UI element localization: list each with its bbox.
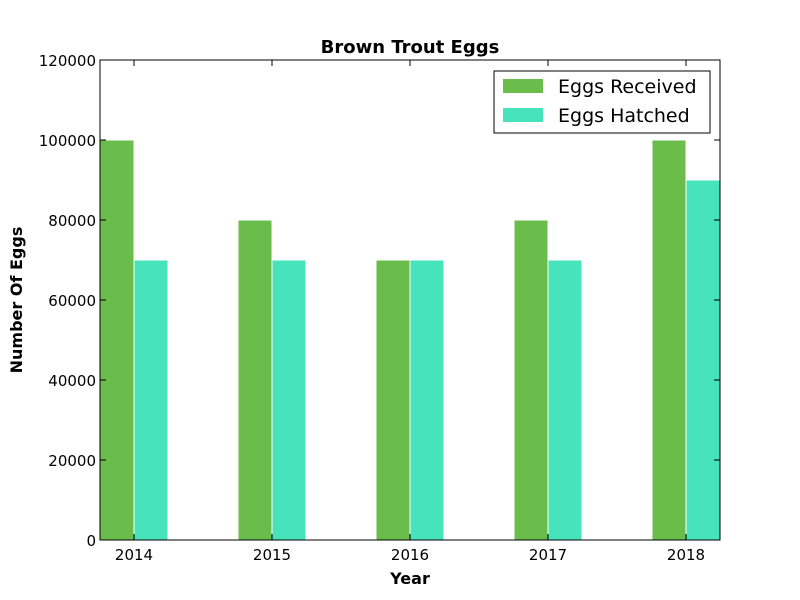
x-axis-label: Year — [389, 569, 430, 588]
y-axis-label: Number Of Eggs — [7, 227, 26, 374]
legend-label: Eggs Hatched — [558, 105, 690, 127]
bar-eggs-hatched-2015 — [271, 259, 307, 541]
y-tick-label: 0 — [86, 532, 96, 550]
y-tick-label: 60000 — [48, 292, 96, 310]
legend-label: Eggs Received — [558, 76, 697, 98]
x-tick-label: 2018 — [667, 546, 705, 564]
y-tick-label: 20000 — [48, 452, 96, 470]
legend-swatch-eggs-received — [503, 79, 543, 93]
bar-eggs-received-2018 — [651, 139, 687, 541]
legend-swatch-eggs-hatched — [503, 108, 543, 122]
bars-layer — [99, 139, 721, 541]
bar-eggs-received-2014 — [99, 139, 135, 541]
y-tick-label: 80000 — [48, 212, 96, 230]
bar-eggs-received-2015 — [237, 219, 273, 541]
x-tick-label: 2017 — [529, 546, 567, 564]
y-axis: 0 20000 40000 60000 80000 100000 120000 — [39, 52, 720, 550]
y-tick-label: 40000 — [48, 372, 96, 390]
bar-eggs-hatched-2017 — [547, 259, 583, 541]
bar-eggs-hatched-2016 — [409, 259, 445, 541]
chart-title: Brown Trout Eggs — [321, 37, 500, 58]
bar-eggs-received-2017 — [513, 219, 549, 541]
x-tick-label: 2015 — [253, 546, 291, 564]
bar-eggs-hatched-2014 — [133, 259, 169, 541]
x-tick-label: 2016 — [391, 546, 429, 564]
y-tick-label: 120000 — [39, 52, 96, 70]
x-tick-label: 2014 — [115, 546, 153, 564]
bar-eggs-hatched-2018 — [685, 179, 721, 541]
bar-eggs-received-2016 — [375, 259, 411, 541]
legend: Eggs Received Eggs Hatched — [493, 70, 711, 134]
x-axis: 2014 2015 2016 2017 2018 — [115, 60, 705, 564]
y-tick-label: 100000 — [39, 132, 96, 150]
